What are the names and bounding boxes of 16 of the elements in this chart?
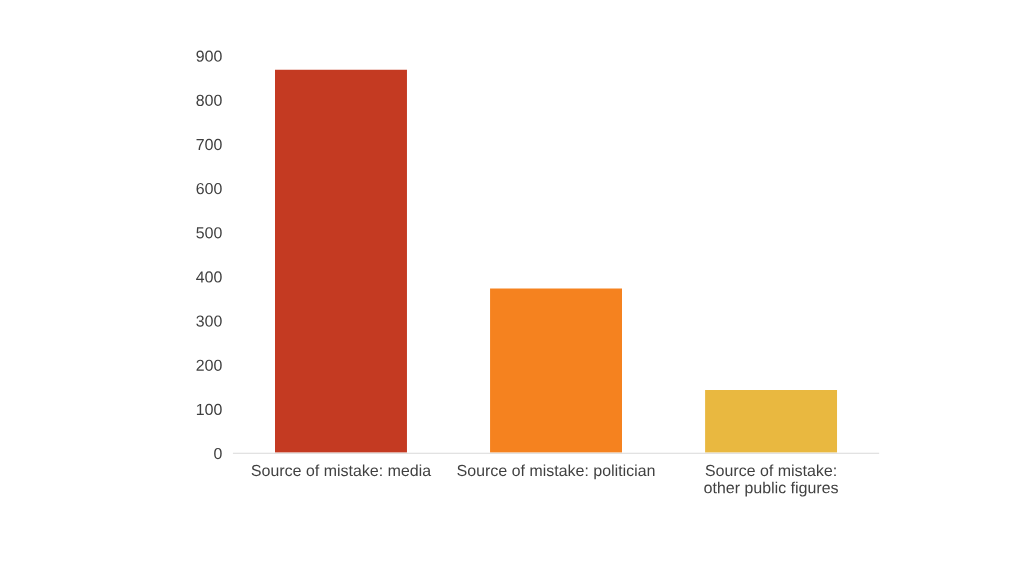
x-tick-label: Source of mistake: other public figures [704,464,838,497]
y-tick-label: 500 [196,227,222,239]
y-tick-label: 800 [196,94,222,106]
y-tick-label: 900 [196,50,222,62]
bar [703,388,839,454]
bar [488,287,624,454]
bar [273,68,409,454]
y-tick-label: 100 [196,403,222,416]
y-tick-label: 300 [196,315,222,327]
y-tick-label: 600 [196,182,222,195]
y-tick-label: 0 [214,447,222,460]
x-tick-label: Source of mistake: politician [457,464,655,480]
y-tick-label: 700 [196,138,222,151]
y-tick-label: 200 [196,359,222,371]
x-tick-label: Source of mistake: media [251,464,432,477]
y-tick-label: 400 [196,271,222,283]
